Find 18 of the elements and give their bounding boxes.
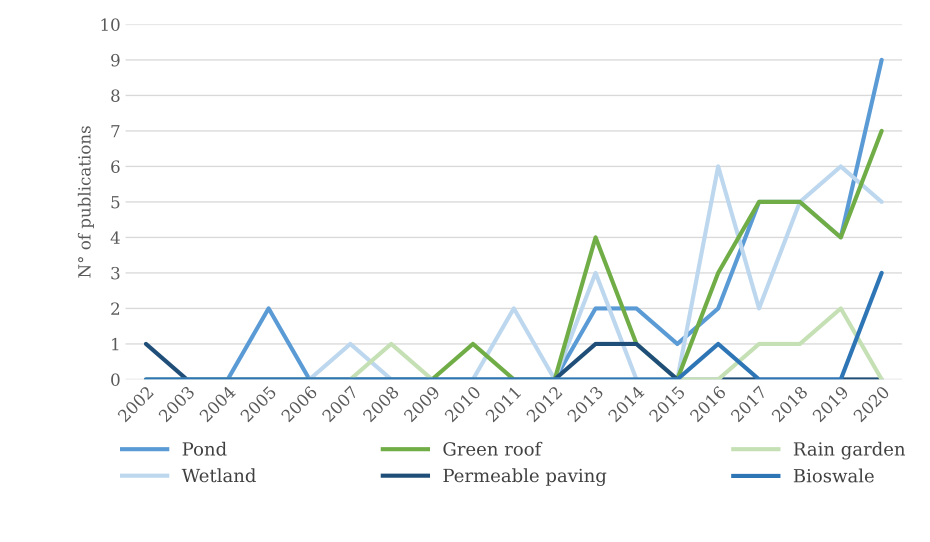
legend-label: Pond (182, 442, 227, 456)
y-axis-title: N° of publications (78, 126, 94, 278)
y-tick-label: 1 (112, 338, 118, 350)
legend-label: Bioswale (794, 468, 874, 483)
legend-label: Wetland (182, 468, 256, 482)
legend-label: Green roof (443, 442, 542, 456)
y-tick-label: 7 (111, 125, 120, 138)
y-tick-label: 8 (111, 89, 120, 102)
y-tick-label: 10 (102, 18, 120, 31)
y-tick-label: 6 (111, 160, 120, 173)
y-tick-label: 4 (110, 231, 120, 244)
y-tick-label: 0 (111, 373, 120, 386)
legend-label: Permeable paving (443, 468, 606, 486)
y-tick-label: 5 (112, 196, 120, 208)
y-tick-label: 9 (111, 54, 120, 66)
legend-label: Rain garden (794, 442, 906, 460)
y-tick-label: 2 (111, 302, 120, 315)
y-tick-label: 3 (111, 266, 120, 280)
